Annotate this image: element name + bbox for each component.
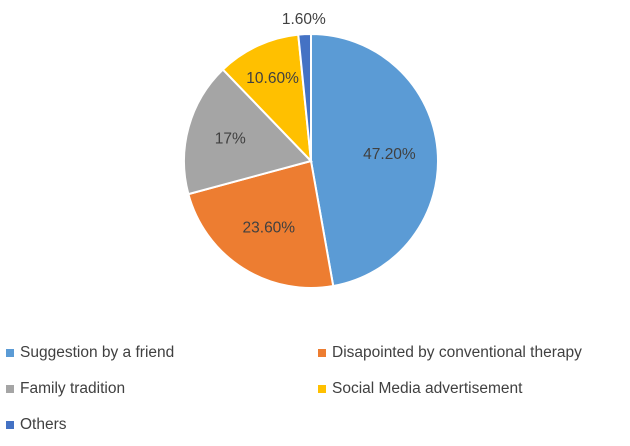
legend-swatch (6, 421, 14, 429)
legend-item-others: Others (6, 416, 67, 434)
data-label-others: 1.60% (282, 11, 326, 28)
legend-label: Suggestion by a friend (20, 344, 175, 361)
legend-swatch (318, 349, 326, 357)
legend-swatch (318, 385, 326, 393)
pie-slice-disapointed-by-conventional-therapy (187, 159, 335, 289)
legend-item-family-tradition: Family tradition (6, 380, 125, 398)
pie-slice-others (297, 32, 312, 162)
legend-swatch (6, 349, 14, 357)
data-label-family-tradition: 17% (215, 131, 246, 148)
pie-slice-suggestion-by-a-friend (310, 32, 439, 288)
legend-item-disapointed-by-conventional-therapy: Disapointed by conventional therapy (318, 344, 582, 362)
pie-slice-social-media-advertisement (221, 33, 313, 164)
legend-item-social-media-advertisement: Social Media advertisement (318, 380, 522, 398)
legend-label: Social Media advertisement (332, 380, 523, 397)
legend-label: Others (20, 416, 67, 433)
pie-slice-family-tradition (183, 68, 313, 196)
data-label-disapointed-by-conventional-therapy: 23.60% (243, 219, 296, 236)
legend-label: Family tradition (20, 380, 126, 397)
pie-plot-area: 47.20% 23.60% 17% 10.60% 1.60% (183, 11, 439, 289)
data-label-suggestion-by-a-friend: 47.20% (363, 146, 416, 163)
legend-swatch (6, 385, 14, 393)
legend-label: Disapointed by conventional therapy (332, 344, 582, 361)
data-label-social-media-advertisement: 10.60% (246, 70, 299, 87)
legend-item-suggestion-by-a-friend: Suggestion by a friend (6, 344, 174, 362)
